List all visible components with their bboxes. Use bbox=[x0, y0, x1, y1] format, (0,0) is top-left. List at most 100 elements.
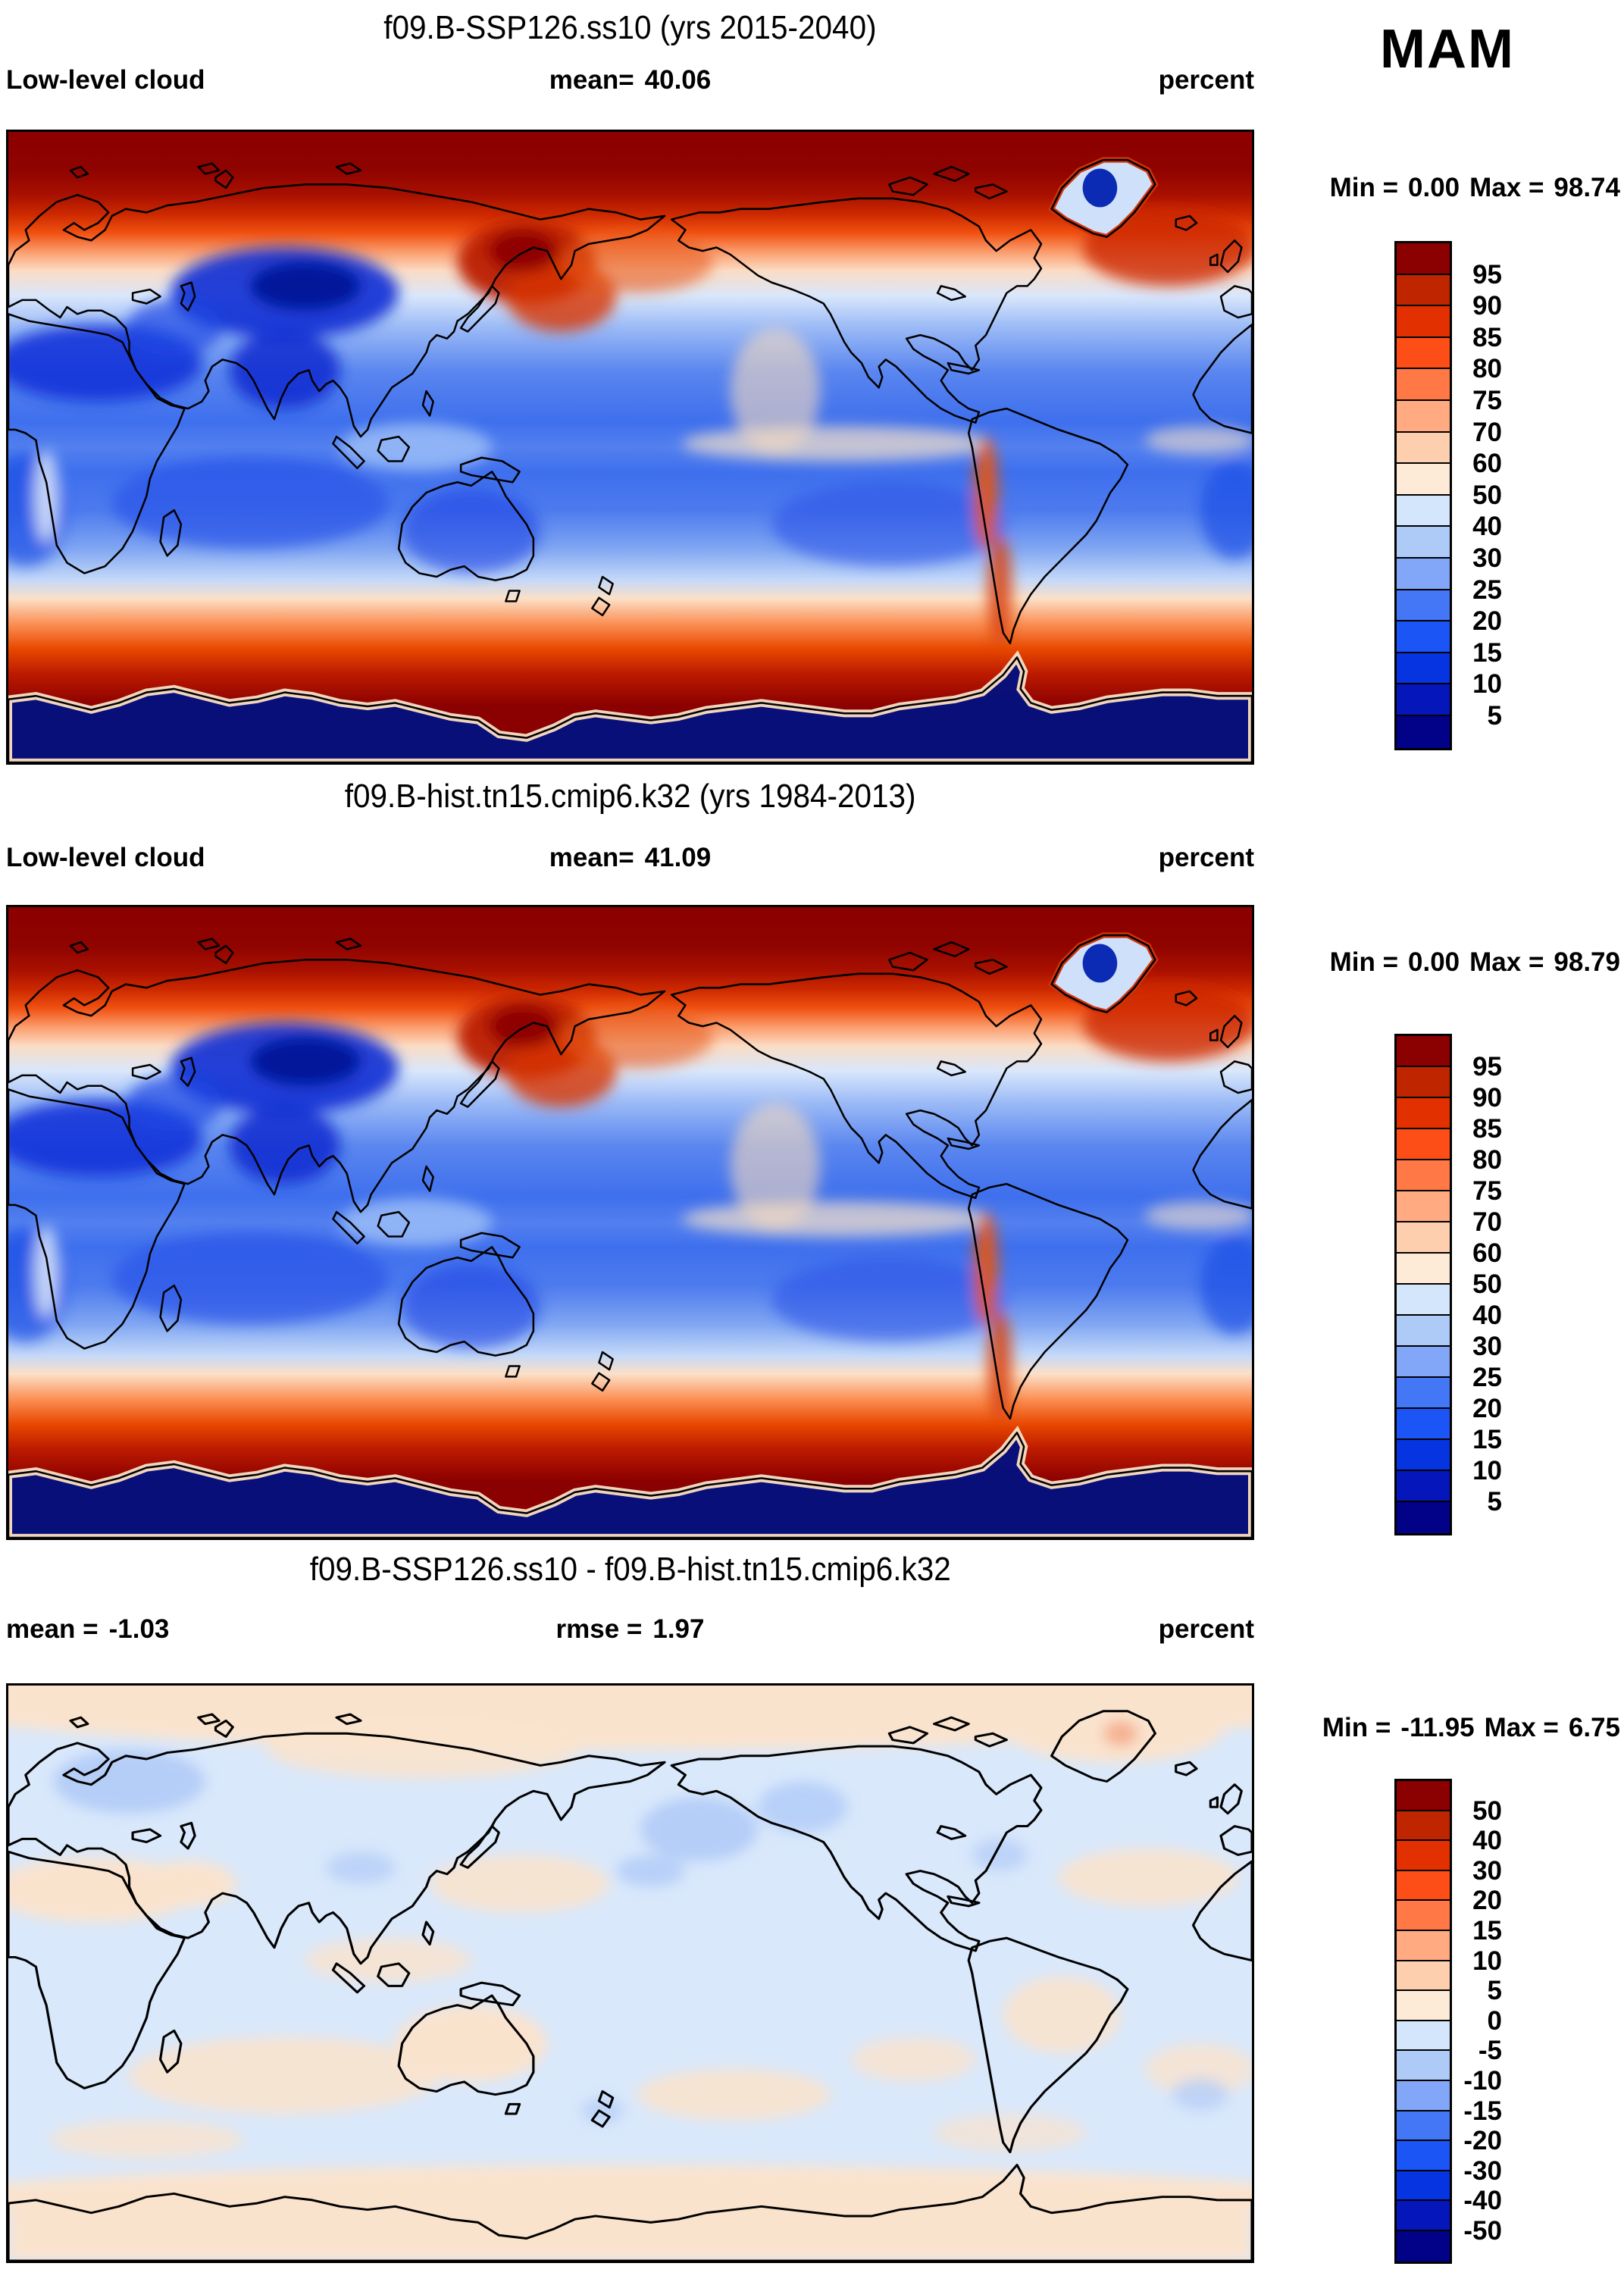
colorbar-cell bbox=[1397, 1160, 1450, 1191]
colorbar-cell bbox=[1397, 1036, 1450, 1067]
colorbar-tick-label: 50 bbox=[1472, 480, 1502, 510]
colorbar-cell bbox=[1397, 1191, 1450, 1222]
colorbar-cell bbox=[1397, 1991, 1450, 2021]
colorbar-cell bbox=[1397, 1811, 1450, 1842]
max-label: Max = bbox=[1484, 1713, 1559, 1742]
map3-svg bbox=[8, 1686, 1252, 2261]
colorbar-tick-label: 30 bbox=[1472, 1332, 1502, 1361]
colorbar-tick-label: -30 bbox=[1463, 2155, 1502, 2186]
colorbar-tick-label: 90 bbox=[1472, 1083, 1502, 1113]
colorbar-cell bbox=[1397, 1930, 1450, 1961]
colorbar-tick-label: 20 bbox=[1472, 1886, 1502, 1916]
min-label: Min = bbox=[1329, 947, 1399, 977]
colorbar-cell bbox=[1397, 400, 1450, 433]
colorbar-cell bbox=[1397, 1129, 1450, 1160]
colorbar-tick-label: 70 bbox=[1472, 417, 1502, 447]
colorbar-cell bbox=[1397, 1870, 1450, 1902]
colorbar-cell bbox=[1397, 2051, 1450, 2081]
colorbar-cell bbox=[1397, 1961, 1450, 1992]
panel3-rmse: rmse = 1.97 bbox=[555, 1614, 705, 1644]
colorbar-cell bbox=[1397, 1285, 1450, 1316]
colorbar-cell bbox=[1397, 1901, 1450, 1931]
colorbar-tick-label: 5 bbox=[1487, 701, 1502, 731]
min-value: -11.95 bbox=[1400, 1713, 1475, 1742]
colorbar-cell bbox=[1397, 1841, 1450, 1871]
colorbar-tick-label: 10 bbox=[1472, 1945, 1502, 1976]
colorbar-tick-label: 15 bbox=[1472, 1425, 1502, 1454]
max-value: 98.74 bbox=[1554, 173, 1620, 202]
colorbar-cells bbox=[1394, 1034, 1452, 1535]
colorbar-cell bbox=[1397, 2230, 1450, 2262]
colorbar-tick-label: 75 bbox=[1472, 1176, 1502, 1206]
colorbar-tick-label: 95 bbox=[1472, 1052, 1502, 1082]
map-panel2 bbox=[6, 905, 1254, 1540]
colorbar-cell bbox=[1397, 621, 1450, 653]
colorbar-cells bbox=[1394, 241, 1452, 750]
colorbar-tick-label: 90 bbox=[1472, 291, 1502, 321]
panel3-title: f09.B-SSP126.ss10 - f09.B-hist.tn15.cmip… bbox=[309, 1551, 951, 1588]
colorbar-tick-label: 0 bbox=[1487, 2005, 1502, 2036]
colorbar-cell bbox=[1397, 243, 1450, 275]
panel2-stat-row: Low-level cloud mean= 41.09 percent bbox=[6, 843, 1254, 873]
colorbar-cell bbox=[1397, 1316, 1450, 1347]
colorbar-tick-label: 80 bbox=[1472, 354, 1502, 384]
colorbar-tick-label: -40 bbox=[1463, 2186, 1502, 2216]
colorbar-cell bbox=[1397, 369, 1450, 401]
colorbar-tick-label: 75 bbox=[1472, 386, 1502, 415]
colorbar-tick-label: 15 bbox=[1472, 637, 1502, 668]
colorbar-tick-label: 5 bbox=[1487, 1976, 1502, 2006]
max-value: 6.75 bbox=[1568, 1713, 1620, 1742]
colorbar-cell bbox=[1397, 590, 1450, 622]
colorbar-tick-label: 40 bbox=[1472, 512, 1502, 542]
panel3-minmax: Min = -11.95 Max = 6.75 bbox=[1258, 1713, 1620, 1743]
colorbar-tick-label: -10 bbox=[1463, 2066, 1502, 2096]
colorbar-cell bbox=[1397, 1347, 1450, 1378]
colorbar-tick-label: 85 bbox=[1472, 1114, 1502, 1144]
colorbar-tick-label: -50 bbox=[1463, 2216, 1502, 2246]
colorbar-tick-label: 50 bbox=[1472, 1269, 1502, 1299]
colorbar-tick-label: 60 bbox=[1472, 1238, 1502, 1268]
colorbar-tick-label: 10 bbox=[1472, 669, 1502, 700]
colorbar-tick-label: 80 bbox=[1472, 1145, 1502, 1175]
panel2-mean: mean= 41.09 bbox=[549, 843, 712, 872]
colorbar-tick-label: 50 bbox=[1472, 1795, 1502, 1826]
colorbar-tick-label: 60 bbox=[1472, 449, 1502, 479]
colorbar-cell bbox=[1397, 2141, 1450, 2171]
colorbar-cell bbox=[1397, 274, 1450, 307]
colorbar-tick-label: 70 bbox=[1472, 1207, 1502, 1237]
colorbar-cell bbox=[1397, 1440, 1450, 1471]
panel2-title: f09.B-hist.tn15.cmip6.k32 (yrs 1984-2013… bbox=[344, 778, 916, 815]
colorbar-cell bbox=[1397, 1781, 1450, 1811]
colorbar-tick-label: 25 bbox=[1472, 1363, 1502, 1392]
colorbar-cell bbox=[1397, 1409, 1450, 1440]
colorbar-tick-label: 40 bbox=[1472, 1301, 1502, 1330]
colorbar-tick-label: 95 bbox=[1472, 259, 1502, 290]
panel3-stat-row: mean = -1.03 rmse = 1.97 percent bbox=[6, 1614, 1254, 1645]
colorbar-cell bbox=[1397, 306, 1450, 338]
colorbar-cells bbox=[1394, 1779, 1452, 2264]
colorbar-cell bbox=[1397, 432, 1450, 465]
colorbar-tick-label: 30 bbox=[1472, 1855, 1502, 1886]
panel2-units-label: percent bbox=[1158, 843, 1254, 872]
colorbar-cell bbox=[1397, 1098, 1450, 1129]
colorbar-cell bbox=[1397, 1502, 1450, 1533]
colorbar-cell bbox=[1397, 2021, 1450, 2052]
colorbar-cell bbox=[1397, 337, 1450, 370]
map1-svg bbox=[8, 132, 1252, 762]
colorbar-cell bbox=[1397, 527, 1450, 559]
colorbar-tick-label: 30 bbox=[1472, 543, 1502, 573]
map-panel3 bbox=[6, 1683, 1254, 2263]
panel3-units-label: percent bbox=[1158, 1614, 1254, 1644]
colorbar-tick-label: 10 bbox=[1472, 1456, 1502, 1485]
min-value: 0.00 bbox=[1408, 947, 1460, 977]
colorbar-cell bbox=[1397, 2080, 1450, 2111]
min-label: Min = bbox=[1322, 1713, 1391, 1742]
colorbar-cell bbox=[1397, 464, 1450, 496]
panel1-title: f09.B-SSP126.ss10 (yrs 2015-2040) bbox=[383, 9, 877, 46]
colorbar-tick-label: 5 bbox=[1487, 1487, 1502, 1517]
panel1-units-label: percent bbox=[1158, 65, 1254, 95]
map-panel1 bbox=[6, 130, 1254, 765]
colorbar-cell bbox=[1397, 495, 1450, 527]
panel3-mean: mean = -1.03 bbox=[6, 1614, 170, 1644]
